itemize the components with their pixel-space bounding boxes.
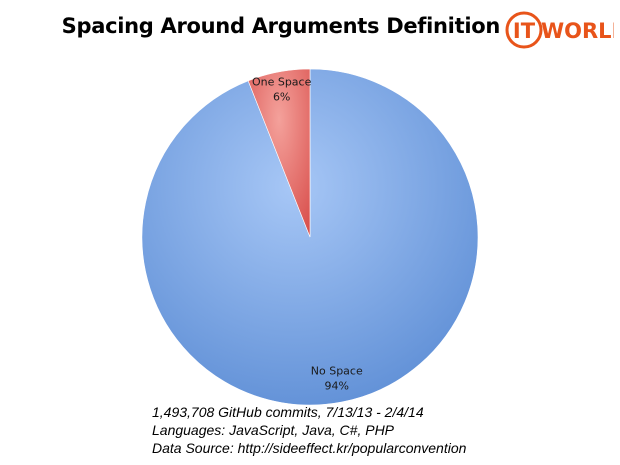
pie-slice-one-space [247, 68, 311, 238]
itworld-logo: IT WORLD [505, 11, 614, 49]
chart-title: Spacing Around Arguments Definition [61, 14, 501, 38]
chart-notes: 1,493,708 GitHub commits, 7/13/13 - 2/4/… [152, 403, 466, 457]
slice-label-no-space: No Space [311, 364, 363, 377]
note-source: Data Source: http://sideeffect.kr/popula… [152, 440, 467, 456]
note-commits: 1,493,708 GitHub commits, 7/13/13 - 2/4/… [152, 404, 424, 420]
slice-value-one-space: 6% [273, 90, 290, 103]
logo-text-world: WORLD [541, 19, 614, 43]
slice-value-no-space: 94% [325, 379, 349, 392]
logo-ring [505, 11, 543, 49]
logo-text-it: IT [513, 19, 536, 43]
note-languages: Languages: JavaScript, Java, C#, PHP [152, 422, 395, 438]
slice-label-one-space: One Space [252, 75, 312, 88]
